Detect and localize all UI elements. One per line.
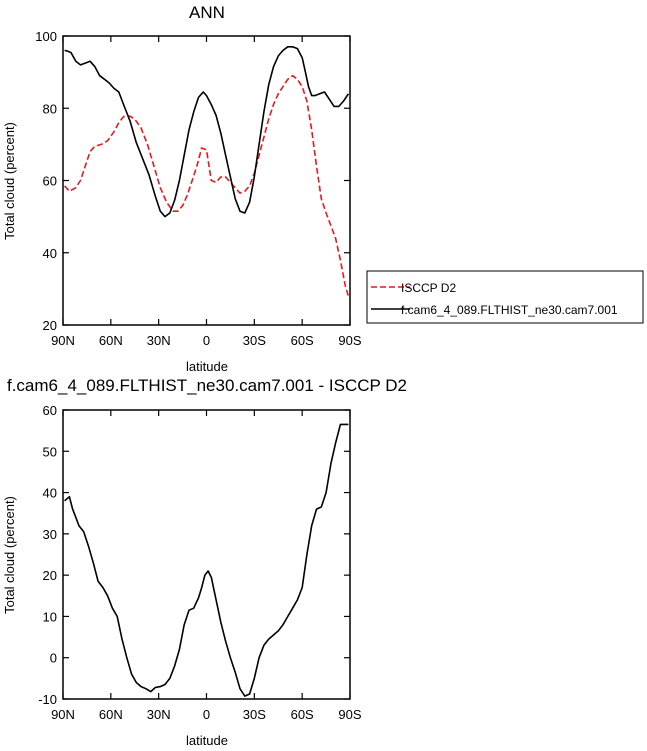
x-tick-label: 60N — [99, 707, 123, 722]
x-tick-label: 60S — [291, 333, 314, 348]
bottom-chart-title: f.cam6_4_089.FLTHIST_ne30.cam7.001 - ISC… — [7, 376, 407, 395]
x-tick-label: 30N — [147, 333, 171, 348]
bottom-x-ticks: 90N 60N 30N 0 30S 60S 90S — [51, 410, 362, 722]
bottom-y-axis-label: Total cloud (percent) — [2, 496, 17, 614]
x-tick-label: 90S — [338, 333, 361, 348]
top-y-ticks: 20 40 60 80 100 — [35, 29, 350, 333]
series-line-0 — [64, 74, 350, 297]
top-series-lines — [64, 45, 350, 297]
y-tick-label: 100 — [35, 29, 57, 44]
x-tick-label: 90N — [51, 333, 75, 348]
top-x-ticks: 90N 60N 30N 0 30S 60S 90S — [51, 36, 362, 348]
x-tick-label: 90S — [338, 707, 361, 722]
legend-label-isccp: ISCCP D2 — [401, 281, 456, 295]
legend: ISCCP D2 f.cam6_4_089.FLTHIST_ne30.cam7.… — [366, 270, 644, 324]
y-tick-label: 40 — [43, 246, 57, 261]
y-tick-label: 50 — [43, 444, 57, 459]
x-tick-label: 90N — [51, 707, 75, 722]
y-tick-label: 20 — [43, 318, 57, 333]
top-y-axis-label: Total cloud (percent) — [2, 122, 17, 240]
top-chart-title: ANN — [189, 3, 225, 22]
x-tick-label: 0 — [203, 707, 210, 722]
y-tick-label: 40 — [43, 486, 57, 501]
bottom-series-lines — [64, 423, 349, 697]
x-tick-label: 30S — [243, 707, 266, 722]
y-tick-label: 0 — [50, 651, 57, 666]
y-tick-label: 10 — [43, 609, 57, 624]
y-tick-label: 80 — [43, 101, 57, 116]
series-line-0 — [64, 423, 349, 697]
legend-label-model: f.cam6_4_089.FLTHIST_ne30.cam7.001 — [401, 303, 618, 317]
y-tick-label: 20 — [43, 568, 57, 583]
bottom-y-ticks: -10 0 10 20 30 40 50 60 — [38, 403, 350, 707]
x-tick-label: 30S — [243, 333, 266, 348]
bottom-line-chart: f.cam6_4_089.FLTHIST_ne30.cam7.001 - ISC… — [2, 376, 407, 748]
bottom-x-axis-label: latitude — [186, 733, 228, 748]
series-line-1 — [64, 45, 350, 218]
top-line-chart: ANN 90N 60N 30N 0 30S 60S 90S 20 40 60 80 100 lati… — [2, 3, 644, 374]
top-x-axis-label: latitude — [186, 359, 228, 374]
y-tick-label: 30 — [43, 527, 57, 542]
x-tick-label: 30N — [147, 707, 171, 722]
legend-box — [366, 270, 644, 324]
y-tick-label: -10 — [38, 692, 57, 707]
y-tick-label: 60 — [43, 174, 57, 189]
y-tick-label: 60 — [43, 403, 57, 418]
x-tick-label: 60N — [99, 333, 123, 348]
x-tick-label: 60S — [291, 707, 314, 722]
x-tick-label: 0 — [203, 333, 210, 348]
